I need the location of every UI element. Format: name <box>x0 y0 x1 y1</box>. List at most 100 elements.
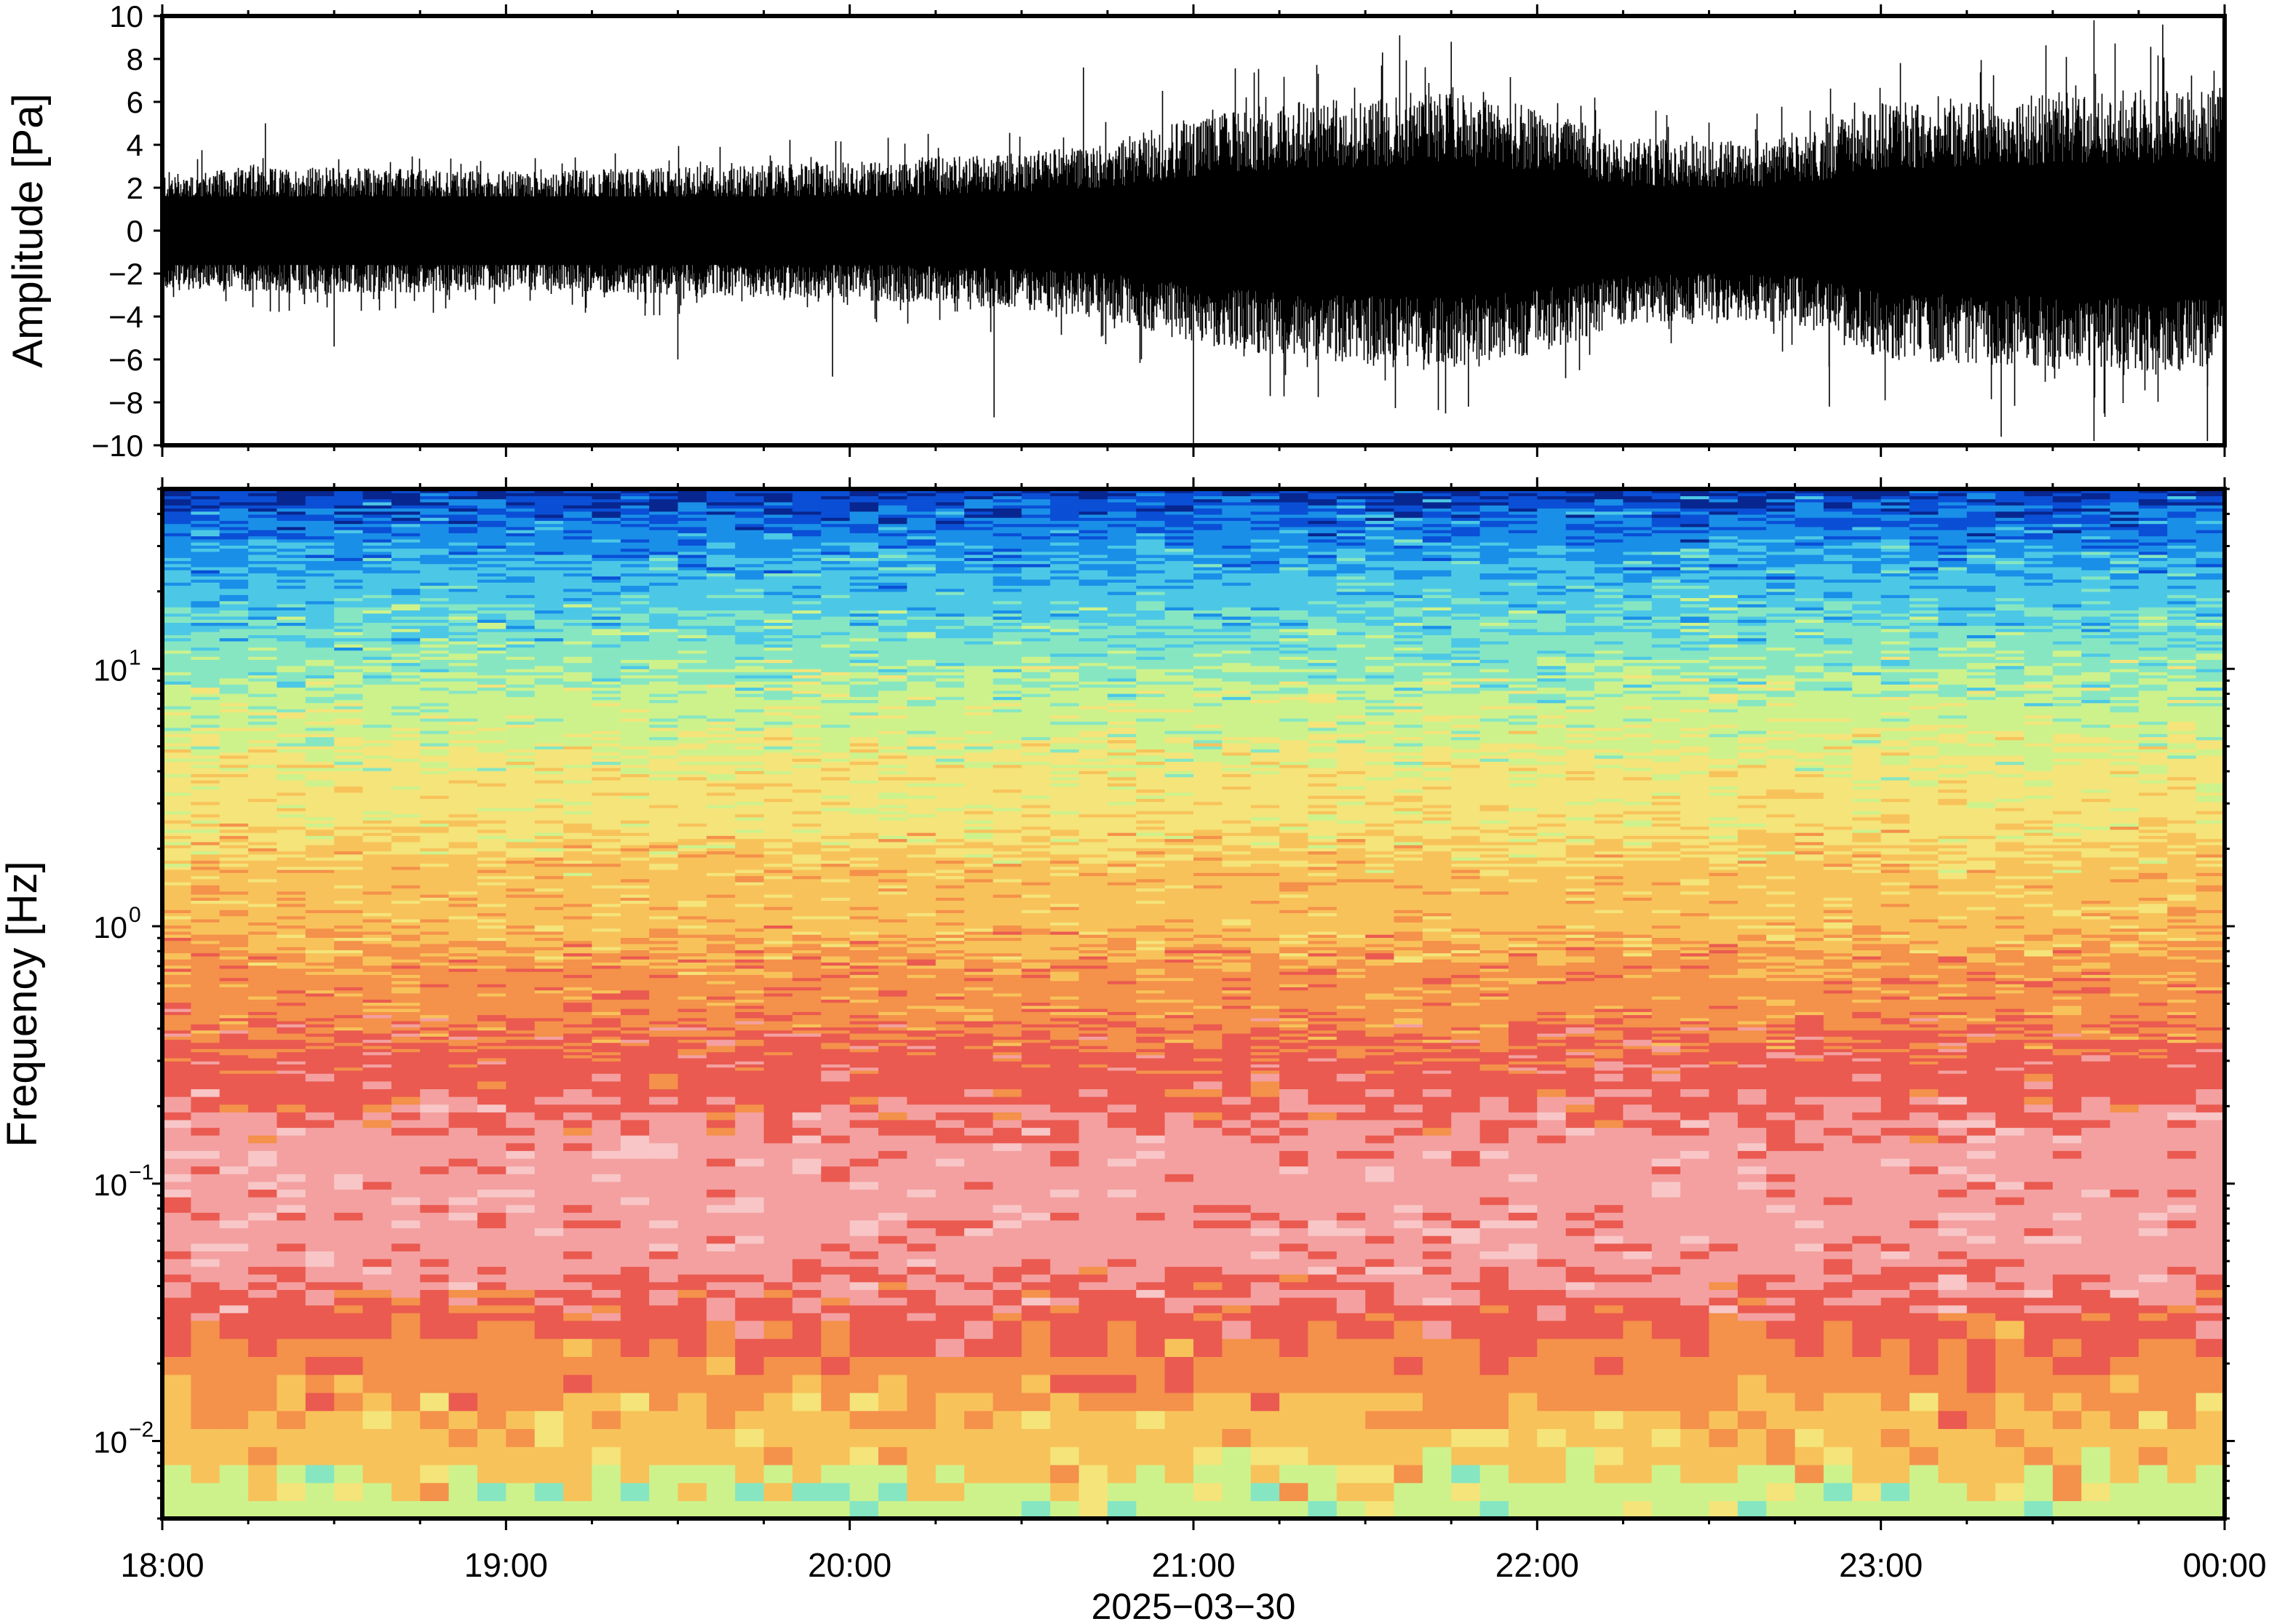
spectrogram-cell <box>391 1446 421 1465</box>
spectrogram-cell <box>448 758 478 762</box>
spectrogram-cell <box>420 576 450 580</box>
spectrogram-cell <box>506 888 536 892</box>
spectrogram-cell <box>592 727 621 731</box>
spectrogram-cell <box>277 498 306 503</box>
spectrogram-cell <box>477 792 507 796</box>
spectrogram-cell <box>506 680 536 685</box>
spectrogram-cell <box>477 625 507 629</box>
spectrogram-cell <box>534 776 564 781</box>
spectrogram-cell <box>162 897 192 901</box>
spectrogram-cell <box>334 712 364 716</box>
spectrogram-cell <box>677 622 707 626</box>
spectrogram-cell <box>305 650 335 654</box>
spectrogram-cell <box>620 1150 650 1159</box>
spectrogram-cell <box>649 1119 679 1129</box>
spectrogram-cell <box>420 906 450 910</box>
spectrogram-cell <box>506 992 536 997</box>
spectrogram-cell <box>534 1281 564 1290</box>
spectrogram-cell <box>706 1104 736 1112</box>
spectrogram-cell <box>563 1374 593 1393</box>
spectrogram-cell <box>592 968 621 972</box>
spectrogram-cell <box>677 813 707 818</box>
spectrogram-cell <box>277 1219 306 1229</box>
spectrogram-cell <box>391 912 421 917</box>
spectrogram-cell <box>277 1142 306 1151</box>
spectrogram-cell <box>334 1313 364 1321</box>
spectrogram-cell <box>219 717 249 722</box>
spectrogram-cell <box>677 776 707 781</box>
spectrogram-cell <box>706 1181 736 1190</box>
spectrogram-cell <box>448 1073 478 1082</box>
spectrogram-cell <box>191 576 220 580</box>
spectrogram-cell <box>391 915 421 920</box>
spectrogram-cell <box>448 779 478 784</box>
spectrogram-cell <box>305 721 335 725</box>
spectrogram-cell <box>391 826 421 830</box>
spectrogram-cell <box>334 536 364 540</box>
spectrogram-cell <box>706 529 736 533</box>
spectrogram-cell <box>277 1014 306 1019</box>
spectrogram-cell <box>362 1392 392 1412</box>
spectrogram-cell <box>420 1017 450 1022</box>
spectrogram-cell <box>334 869 364 873</box>
spectrogram-cell <box>334 607 364 610</box>
spectrogram-cell <box>506 536 536 540</box>
spectrogram-cell <box>420 696 450 701</box>
spectrogram-cell <box>191 644 220 648</box>
spectrogram-cell <box>248 1096 278 1105</box>
spectrogram-cell <box>305 1127 335 1136</box>
spectrogram-cell <box>477 680 507 685</box>
spectrogram-cell <box>706 616 736 620</box>
spectrogram-cell <box>706 853 736 858</box>
spectrogram-cell <box>305 1104 335 1112</box>
spectrogram-cell <box>277 674 306 679</box>
spectrogram-cell <box>649 715 679 719</box>
spectrogram-cell <box>563 835 593 840</box>
spectrogram-cell <box>248 771 278 774</box>
spectrogram-cell <box>391 628 421 632</box>
spectrogram-cell <box>649 659 679 664</box>
spectrogram-cell <box>477 1150 507 1159</box>
spectrogram-cell <box>592 1051 621 1056</box>
spectrogram-cell <box>219 1036 249 1040</box>
spectrogram-cell <box>735 1067 765 1071</box>
spectrogram-cell <box>191 786 220 790</box>
spectrogram-cell <box>735 952 765 957</box>
spectrogram-cell <box>391 709 421 713</box>
spectrogram-cell <box>420 1204 450 1213</box>
spectrogram-cell <box>277 798 306 803</box>
spectrogram-cell <box>420 742 450 747</box>
spectrogram-cell <box>391 875 421 880</box>
spectrogram-cell <box>362 727 392 731</box>
spectrogram-cell <box>305 560 335 565</box>
spectrogram-cell <box>477 699 507 704</box>
spectrogram-cell <box>677 866 707 870</box>
spectrogram-cell <box>191 650 220 654</box>
spectrogram-cell <box>420 783 450 787</box>
spectrogram-cell <box>219 807 249 811</box>
spectrogram-cell <box>219 693 249 697</box>
spectrogram-cell <box>248 603 278 608</box>
spectrogram-cell <box>248 897 278 901</box>
spectrogram-cell <box>677 1266 707 1275</box>
spectrogram-cell <box>477 866 507 870</box>
spectrogram-cell <box>477 1258 507 1267</box>
spectrogram-cell <box>563 625 593 629</box>
spectrogram-cell <box>477 888 507 892</box>
spectrogram-cell <box>448 1446 478 1465</box>
spectrogram-cell <box>362 931 392 935</box>
spectrogram-cell <box>362 1088 392 1097</box>
spectrogram-cell <box>362 672 392 676</box>
spectrogram-cell <box>649 875 679 880</box>
spectrogram-cell <box>391 990 421 994</box>
spectrogram-cell <box>706 619 736 623</box>
spectrogram-cell <box>448 816 478 821</box>
spectrogram-cell <box>448 875 478 880</box>
spectrogram-cell <box>592 922 621 926</box>
spectrogram-cell <box>563 925 593 929</box>
spectrogram-cell <box>649 1227 679 1236</box>
spectrogram-cell <box>620 1073 650 1082</box>
spectrogram-cell <box>334 950 364 954</box>
spectrogram-cell <box>448 495 478 500</box>
spectrogram-cell <box>677 992 707 997</box>
